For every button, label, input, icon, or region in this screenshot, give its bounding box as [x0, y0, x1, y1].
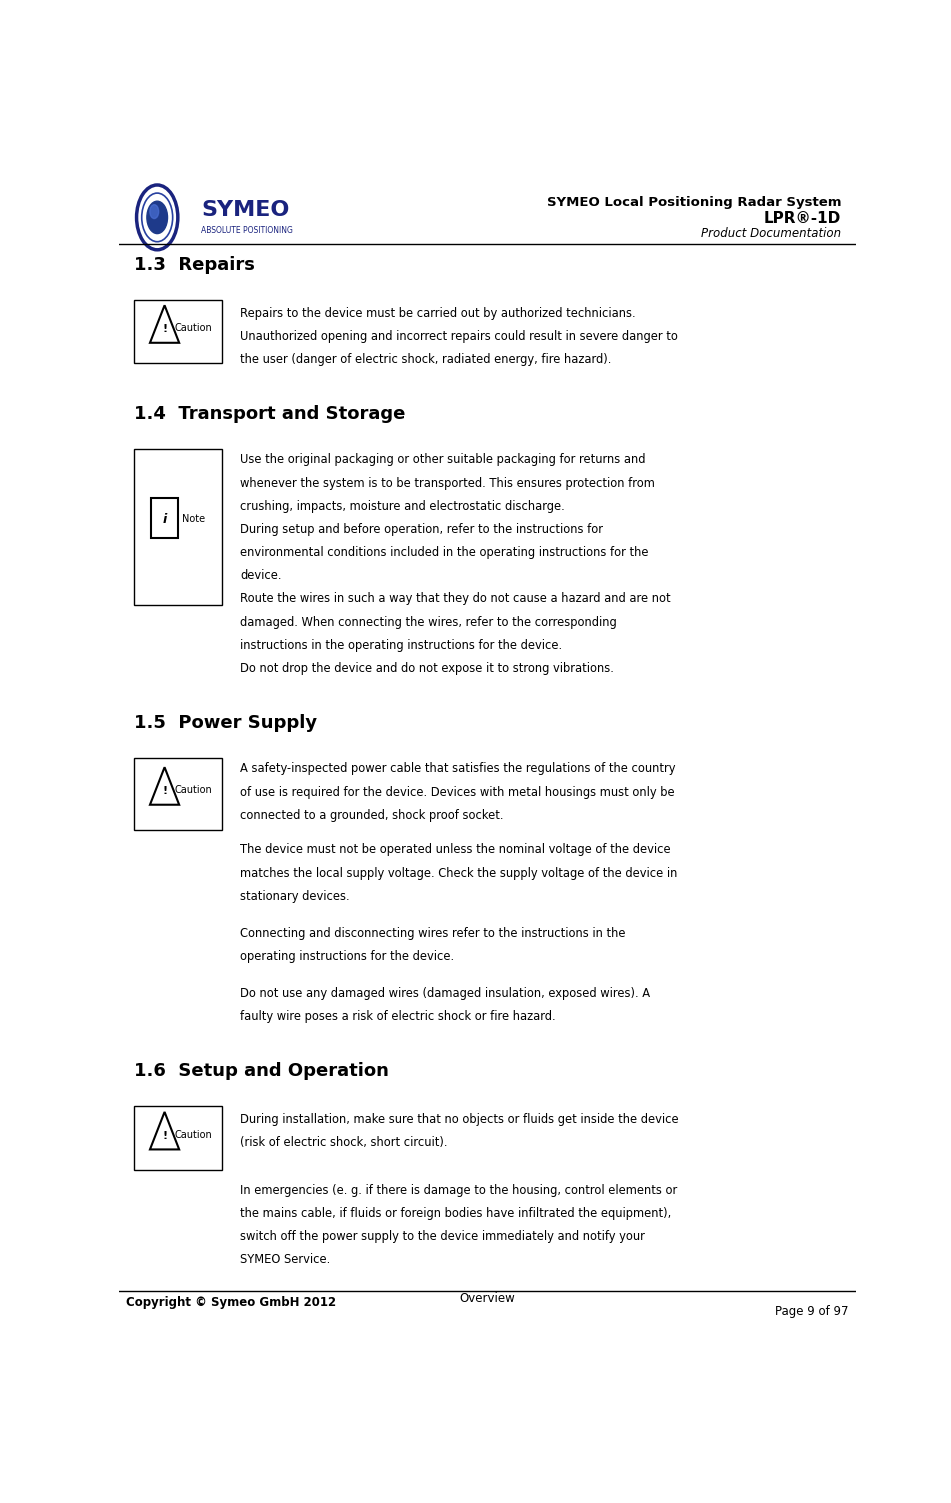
Text: The device must not be operated unless the nominal voltage of the device: The device must not be operated unless t… — [241, 843, 671, 857]
Text: In emergencies (e. g. if there is damage to the housing, control elements or: In emergencies (e. g. if there is damage… — [241, 1184, 678, 1196]
Text: instructions in the operating instructions for the device.: instructions in the operating instructio… — [241, 639, 563, 652]
Text: SYMEO Local Positioning Radar System: SYMEO Local Positioning Radar System — [547, 195, 841, 209]
Text: operating instructions for the device.: operating instructions for the device. — [241, 950, 455, 963]
Text: (risk of electric shock, short circuit).: (risk of electric shock, short circuit). — [241, 1136, 448, 1150]
Text: 1.5  Power Supply: 1.5 Power Supply — [133, 714, 317, 732]
Text: SYMEO Service.: SYMEO Service. — [241, 1254, 331, 1266]
Text: Use the original packaging or other suitable packaging for returns and: Use the original packaging or other suit… — [241, 454, 646, 466]
Text: Page 9 of 97: Page 9 of 97 — [775, 1305, 848, 1318]
Text: environmental conditions included in the operating instructions for the: environmental conditions included in the… — [241, 546, 649, 559]
Text: Repairs to the device must be carried out by authorized technicians.: Repairs to the device must be carried ou… — [241, 307, 636, 320]
Text: damaged. When connecting the wires, refer to the corresponding: damaged. When connecting the wires, refe… — [241, 616, 617, 628]
Text: ABSOLUTE POSITIONING: ABSOLUTE POSITIONING — [202, 225, 293, 234]
Text: During installation, make sure that no objects or fluids get inside the device: During installation, make sure that no o… — [241, 1114, 679, 1126]
Text: connected to a grounded, shock proof socket.: connected to a grounded, shock proof soc… — [241, 809, 504, 822]
Text: Overview: Overview — [459, 1291, 515, 1305]
Text: During setup and before operation, refer to the instructions for: During setup and before operation, refer… — [241, 523, 604, 537]
Text: Caution: Caution — [175, 785, 213, 795]
Text: Note: Note — [183, 514, 205, 525]
Text: LPR®-1D: LPR®-1D — [764, 210, 841, 225]
Text: the user (danger of electric shock, radiated energy, fire hazard).: the user (danger of electric shock, radi… — [241, 353, 611, 365]
Text: 1.3  Repairs: 1.3 Repairs — [133, 256, 255, 274]
Text: switch off the power supply to the device immediately and notify your: switch off the power supply to the devic… — [241, 1229, 646, 1243]
Text: !: ! — [162, 325, 167, 334]
Text: Copyright © Symeo GmbH 2012: Copyright © Symeo GmbH 2012 — [126, 1297, 337, 1309]
Text: Caution: Caution — [175, 323, 213, 334]
Text: stationary devices.: stationary devices. — [241, 890, 350, 903]
Text: device.: device. — [241, 570, 282, 582]
Text: Do not drop the device and do not expose it to strong vibrations.: Do not drop the device and do not expose… — [241, 661, 614, 675]
Text: crushing, impacts, moisture and electrostatic discharge.: crushing, impacts, moisture and electros… — [241, 500, 565, 513]
Text: A safety-inspected power cable that satisfies the regulations of the country: A safety-inspected power cable that sati… — [241, 762, 676, 776]
Text: Do not use any damaged wires (damaged insulation, exposed wires). A: Do not use any damaged wires (damaged in… — [241, 987, 650, 999]
Text: faulty wire poses a risk of electric shock or fire hazard.: faulty wire poses a risk of electric sho… — [241, 1010, 556, 1024]
Text: Unauthorized opening and incorrect repairs could result in severe danger to: Unauthorized opening and incorrect repai… — [241, 329, 678, 343]
Text: matches the local supply voltage. Check the supply voltage of the device in: matches the local supply voltage. Check … — [241, 867, 678, 879]
Text: Route the wires in such a way that they do not cause a hazard and are not: Route the wires in such a way that they … — [241, 592, 671, 606]
Text: Product Documentation: Product Documentation — [701, 227, 841, 240]
Circle shape — [146, 201, 167, 233]
Text: Connecting and disconnecting wires refer to the instructions in the: Connecting and disconnecting wires refer… — [241, 927, 626, 939]
Text: i: i — [163, 513, 166, 526]
Text: SYMEO: SYMEO — [202, 200, 290, 221]
Circle shape — [150, 204, 159, 218]
Text: 1.6  Setup and Operation: 1.6 Setup and Operation — [133, 1063, 389, 1081]
Text: !: ! — [162, 786, 167, 797]
Text: 1.4  Transport and Storage: 1.4 Transport and Storage — [133, 404, 405, 422]
Text: !: ! — [162, 1130, 167, 1141]
Text: whenever the system is to be transported. This ensures protection from: whenever the system is to be transported… — [241, 476, 655, 490]
Text: the mains cable, if fluids or foreign bodies have infiltrated the equipment),: the mains cable, if fluids or foreign bo… — [241, 1207, 671, 1220]
Text: Caution: Caution — [175, 1130, 213, 1139]
Text: of use is required for the device. Devices with metal housings must only be: of use is required for the device. Devic… — [241, 786, 675, 798]
